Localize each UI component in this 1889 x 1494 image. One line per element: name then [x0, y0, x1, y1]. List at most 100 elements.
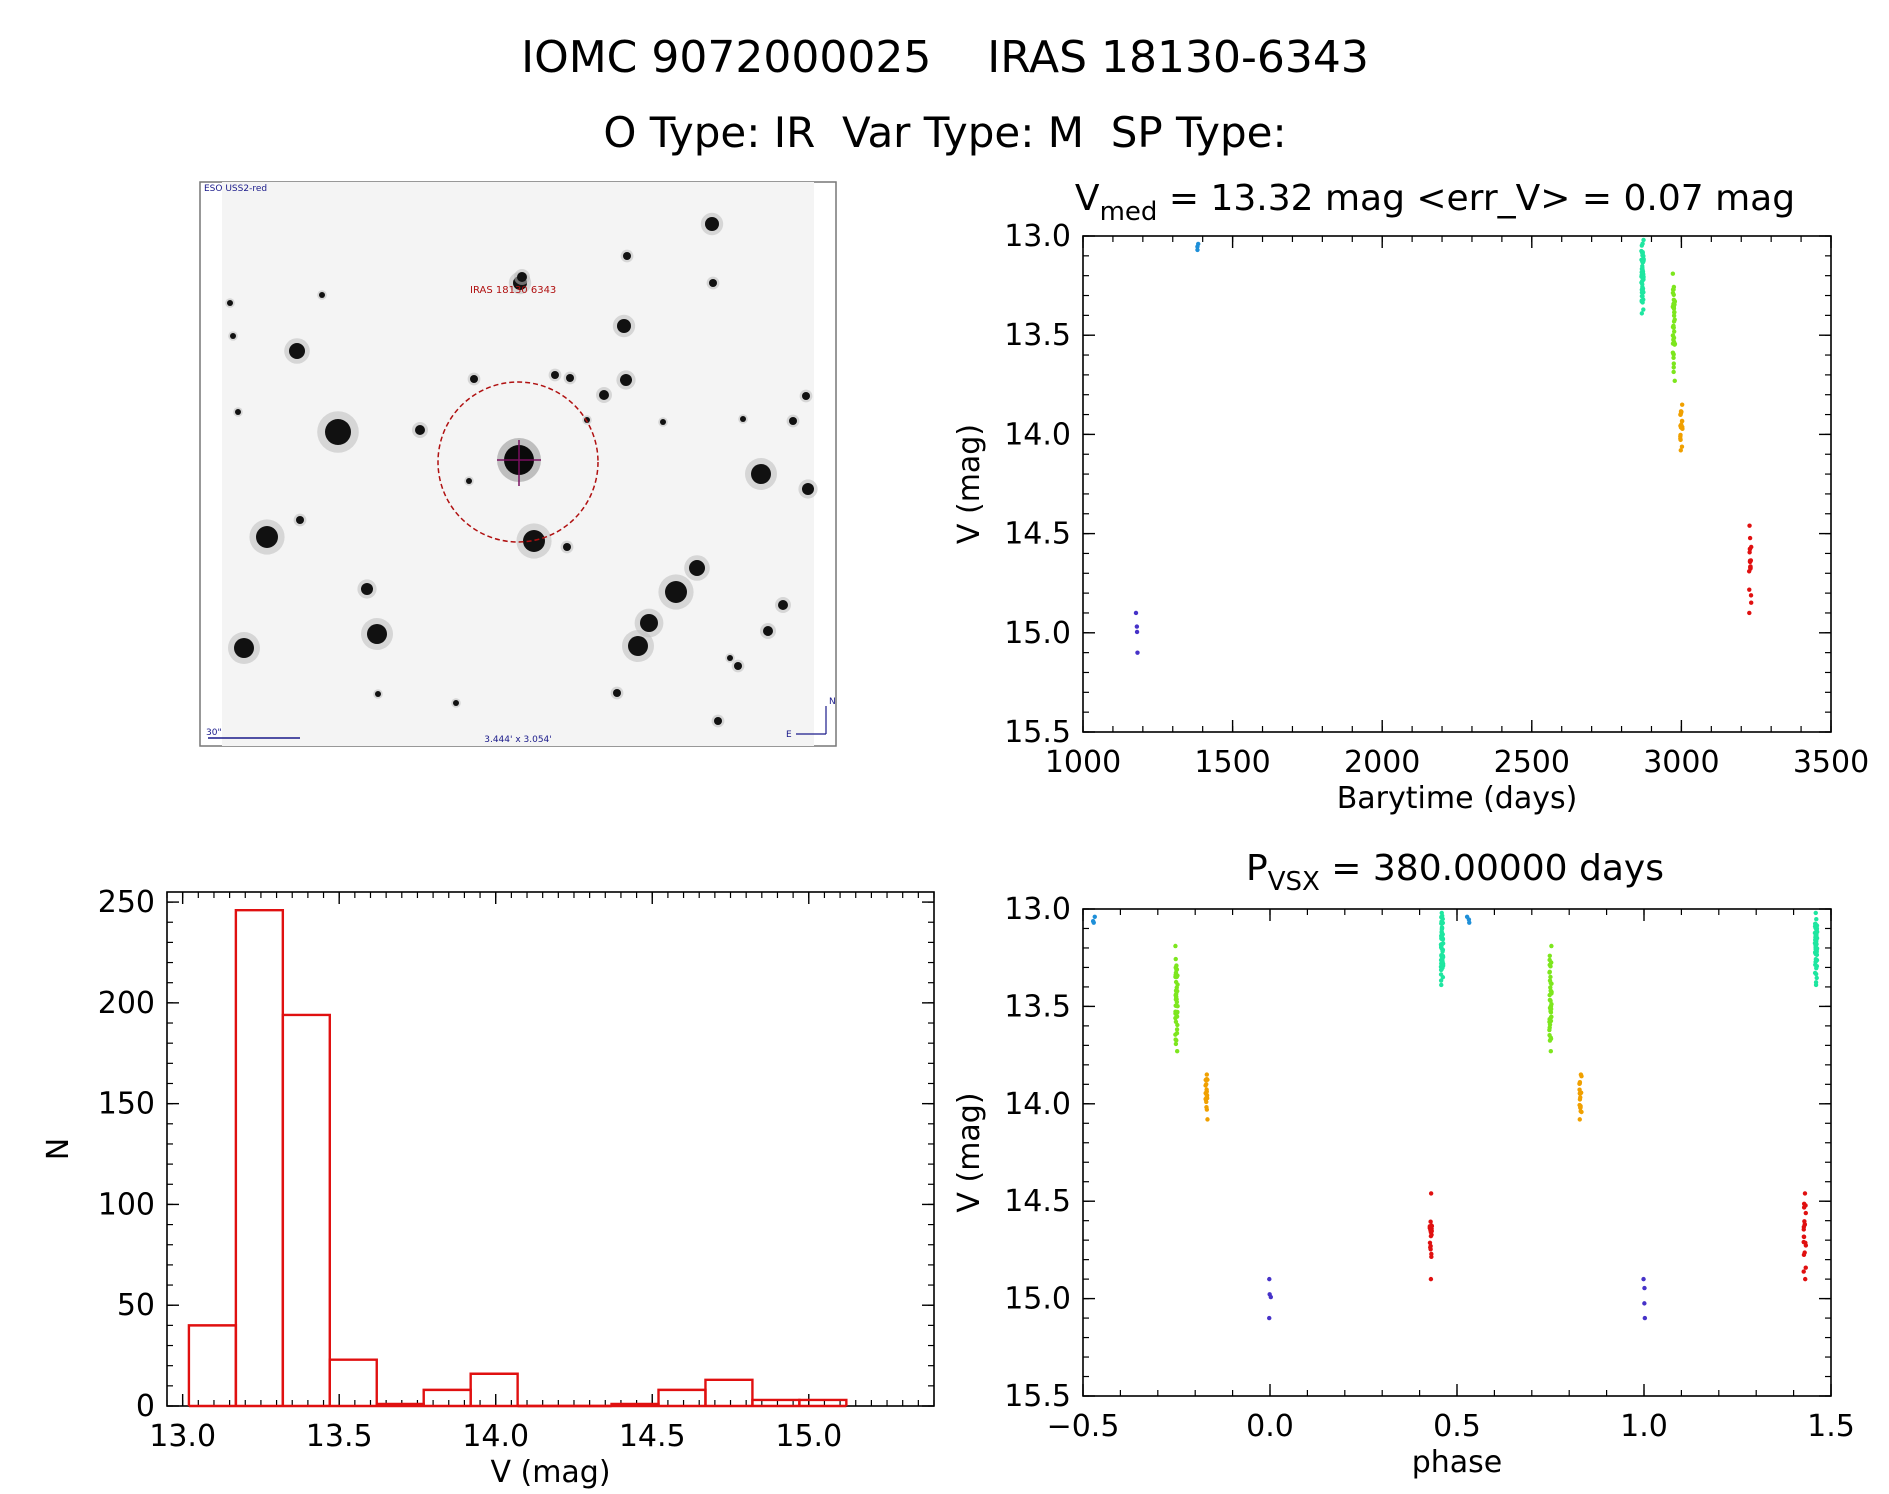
- phased-point: [1548, 1006, 1554, 1012]
- histogram-ytick-label: 0: [136, 1389, 155, 1424]
- phased-point: [1203, 1090, 1209, 1096]
- finder-star: [415, 425, 425, 435]
- lightcurve-point: [1747, 523, 1752, 528]
- histogram-xtick-label: 13.0: [149, 1419, 216, 1454]
- finder-star: [551, 371, 559, 379]
- histogram-xtick-label: 13.5: [306, 1419, 373, 1454]
- histogram-panel: 13.0 13.5 14.0 14.5 15.0 0 50 100 150 200 250 V (ma…: [41, 885, 935, 1490]
- lightcurve-xtick-label: 2000: [1344, 745, 1420, 780]
- finder-star: [563, 543, 571, 551]
- histogram-ylabel: N: [41, 1138, 76, 1160]
- phased-ytick-label: 13.0: [1004, 892, 1071, 927]
- lightcurve-point: [1679, 418, 1685, 424]
- phased-point: [1801, 1234, 1807, 1240]
- finder-star: [230, 333, 236, 339]
- lightcurve-point: [1747, 535, 1753, 541]
- finder-star: [523, 530, 545, 552]
- lightcurve-point: [1671, 337, 1676, 342]
- lightcurve-point: [1747, 587, 1752, 592]
- phased-point: [1548, 980, 1554, 986]
- lightcurve-point: [1641, 237, 1646, 243]
- phased-point: [1547, 953, 1552, 958]
- finder-star: [665, 581, 687, 603]
- lightcurve-point: [1670, 324, 1676, 330]
- histogram-bar: [469, 1372, 519, 1406]
- finder-star: [235, 409, 241, 415]
- lightcurve-title-rest: = 13.32 mag <err_V> = 0.07 mag: [1157, 178, 1795, 219]
- phased-point: [1579, 1074, 1584, 1079]
- lightcurve-title: Vmed = 13.32 mag <err_V> = 0.07 mag: [1075, 178, 1795, 227]
- phased-point: [1803, 1240, 1808, 1246]
- lightcurve-point: [1640, 286, 1646, 291]
- finder-star: [789, 417, 797, 425]
- phased-point: [1548, 960, 1554, 965]
- phased-ytick-label: 15.5: [1004, 1379, 1071, 1414]
- header-title: IOMC 9072000025 IRAS 18130-6343: [521, 32, 1369, 83]
- phased-point: [1204, 1072, 1210, 1077]
- finder-star: [256, 526, 278, 548]
- phased-point: [1173, 992, 1178, 998]
- phased-point: [1803, 1210, 1808, 1216]
- histogram-bar: [281, 1013, 331, 1406]
- lightcurve-point: [1671, 351, 1676, 357]
- lightcurve-point: [1679, 444, 1685, 449]
- finder-object-label: IRAS 18130 6343: [470, 285, 556, 296]
- finder-star: [227, 300, 233, 306]
- lightcurve-ylabel: V (mag): [952, 424, 987, 544]
- phased-point: [1204, 1107, 1210, 1112]
- phased-point: [1438, 972, 1444, 977]
- lightcurve-ytick-label: 15.0: [1004, 616, 1071, 651]
- lightcurve-point: [1670, 304, 1676, 310]
- lightcurve-point: [1747, 550, 1752, 555]
- lightcurve-plot-frame: [1082, 235, 1832, 733]
- lightcurve-point: [1670, 333, 1676, 338]
- lightcurve-point: [1641, 307, 1646, 312]
- phased-point: [1549, 1014, 1554, 1019]
- lightcurve-xtick-label: 2500: [1494, 745, 1570, 780]
- compass-north-label: N: [829, 697, 836, 707]
- phased-point: [1173, 1009, 1178, 1014]
- finder-star: [367, 624, 387, 644]
- lightcurve-xlabel: Barytime (days): [1337, 781, 1578, 816]
- finder-star: [778, 600, 788, 610]
- finder-star: [802, 483, 814, 495]
- lightcurve-point: [1641, 256, 1646, 262]
- finder-star: [319, 292, 325, 298]
- histogram-bar: [798, 1398, 848, 1406]
- phased-point: [1173, 1041, 1179, 1047]
- phased-point: [1428, 1276, 1434, 1282]
- phased-ytick-label: 15.0: [1004, 1282, 1071, 1317]
- phased-point: [1091, 920, 1096, 925]
- phased-panel: −0.5 0.0 0.5 1.0 1.5 13.0 13.5 14.0 14.5 15.0 15.5…: [952, 848, 1855, 1480]
- lightcurve-point: [1747, 610, 1752, 616]
- finder-star: [289, 343, 305, 359]
- phased-ytick-label: 13.5: [1004, 989, 1071, 1024]
- phased-point: [1428, 1230, 1434, 1235]
- histogram-bar: [657, 1388, 707, 1406]
- phased-point: [1547, 1027, 1552, 1033]
- lightcurve-point: [1678, 432, 1683, 438]
- histogram-bar: [234, 908, 285, 1406]
- finder-star: [714, 717, 722, 725]
- phased-point: [1205, 1077, 1210, 1082]
- lightcurve-point: [1671, 365, 1676, 370]
- finder-star: [734, 662, 742, 670]
- lightcurve-point: [1671, 329, 1677, 334]
- phased-point: [1577, 1102, 1582, 1108]
- phased-point: [1812, 940, 1818, 946]
- lightcurve-point: [1135, 650, 1140, 655]
- phased-point: [1548, 985, 1553, 990]
- finder-scale-label: 30": [206, 728, 222, 738]
- phased-point: [1439, 936, 1445, 942]
- phased-point: [1428, 1245, 1433, 1250]
- phased-point: [1439, 921, 1444, 926]
- histogram-ytick-label: 100: [98, 1187, 155, 1222]
- finder-survey-label: ESO USS2-red: [204, 184, 267, 194]
- phased-xtick-label: 0.5: [1433, 1409, 1481, 1444]
- lightcurve-point: [1672, 342, 1677, 347]
- phased-point: [1440, 933, 1445, 938]
- phased-title: PVSX = 380.00000 days: [1246, 848, 1664, 897]
- phased-point: [1548, 1049, 1554, 1054]
- phased-point: [1801, 1269, 1806, 1274]
- phased-point: [1173, 1032, 1178, 1037]
